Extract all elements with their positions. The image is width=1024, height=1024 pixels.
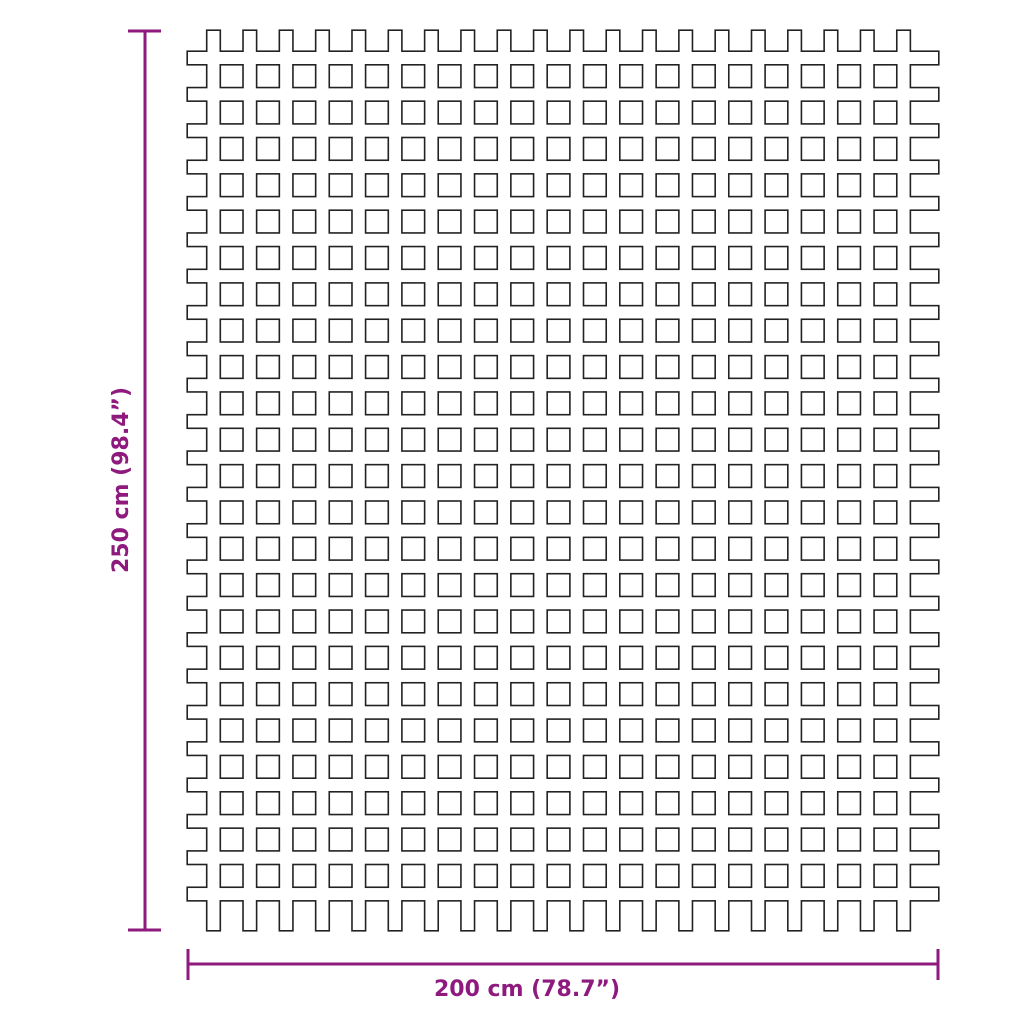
vertical-bar xyxy=(715,31,728,930)
vertical-bar xyxy=(352,31,365,930)
vertical-bar xyxy=(461,31,474,930)
horizontal-bar xyxy=(188,597,938,610)
horizontal-bar xyxy=(188,233,938,246)
vertical-bar xyxy=(243,31,256,930)
height-label: 250 cm (98.4”) xyxy=(109,387,134,573)
vertical-bar xyxy=(824,31,837,930)
vertical-bar xyxy=(570,31,583,930)
height-dimension: 250 cm (98.4”) xyxy=(109,29,161,932)
width-label: 200 cm (78.7”) xyxy=(434,977,620,1002)
width-dimension: 200 cm (78.7”) xyxy=(186,949,940,1002)
horizontal-bar xyxy=(188,451,938,464)
horizontal-bar xyxy=(188,669,938,682)
vertical-bar xyxy=(280,31,293,930)
vertical-bar xyxy=(897,31,910,930)
vertical-bar xyxy=(679,31,692,930)
horizontal-bar xyxy=(188,306,938,319)
horizontal-bar xyxy=(188,270,938,283)
vertical-bar xyxy=(534,31,547,930)
horizontal-bar xyxy=(188,706,938,719)
vertical-bar xyxy=(498,31,511,930)
vertical-bar xyxy=(425,31,438,930)
horizontal-bar xyxy=(188,124,938,137)
horizontal-bar xyxy=(188,633,938,646)
vertical-bar xyxy=(752,31,765,930)
horizontal-bar xyxy=(188,88,938,101)
horizontal-bar xyxy=(188,779,938,791)
vertical-bar xyxy=(316,31,329,930)
vertical-bar xyxy=(607,31,620,930)
horizontal-bar xyxy=(188,524,938,537)
horizontal-bar xyxy=(188,342,938,355)
horizontal-bar xyxy=(188,488,938,501)
vertical-bar xyxy=(861,31,874,930)
vertical-bar xyxy=(389,31,402,930)
horizontal-bar xyxy=(188,851,938,864)
horizontal-bar xyxy=(188,815,938,828)
horizontal-bar xyxy=(188,560,938,573)
horizontal-bar xyxy=(188,415,938,428)
horizontal-bar xyxy=(188,197,938,210)
vertical-bar xyxy=(207,31,220,930)
horizontal-bar xyxy=(188,52,938,64)
vertical-bar xyxy=(788,31,801,930)
horizontal-bar xyxy=(188,742,938,755)
horizontal-bar xyxy=(188,161,938,174)
horizontal-bar xyxy=(188,379,938,392)
horizontal-bar xyxy=(188,888,938,901)
floor-mat-lattice xyxy=(186,29,940,932)
vertical-bar xyxy=(643,31,656,930)
